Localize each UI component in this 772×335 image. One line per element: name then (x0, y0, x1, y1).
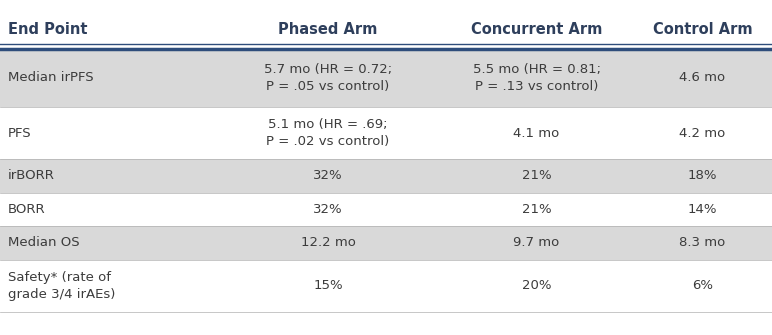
Text: Phased Arm: Phased Arm (279, 22, 378, 37)
Bar (0, 226, 772, 260)
Text: 9.7 mo: 9.7 mo (513, 237, 560, 249)
Text: End Point: End Point (8, 22, 87, 37)
Text: 32%: 32% (313, 170, 343, 182)
Text: Median irPFS: Median irPFS (8, 71, 93, 84)
Bar (0, 193, 772, 226)
Text: irBORR: irBORR (8, 170, 55, 182)
Text: 5.5 mo (HR = 0.81;
P = .13 vs control): 5.5 mo (HR = 0.81; P = .13 vs control) (472, 63, 601, 93)
Text: 5.7 mo (HR = 0.72;
P = .05 vs control): 5.7 mo (HR = 0.72; P = .05 vs control) (264, 63, 392, 93)
Text: 4.6 mo: 4.6 mo (679, 71, 726, 84)
Text: 15%: 15% (313, 279, 343, 292)
Text: 18%: 18% (688, 170, 717, 182)
Text: 4.1 mo: 4.1 mo (513, 127, 560, 140)
Bar (0, 107, 772, 159)
Text: Safety* (rate of
grade 3/4 irAEs): Safety* (rate of grade 3/4 irAEs) (8, 271, 115, 300)
Text: Concurrent Arm: Concurrent Arm (471, 22, 602, 37)
Text: 32%: 32% (313, 203, 343, 216)
Bar (0, 49, 772, 107)
Text: 14%: 14% (688, 203, 717, 216)
Text: 6%: 6% (692, 279, 713, 292)
Text: 4.2 mo: 4.2 mo (679, 127, 726, 140)
Text: 21%: 21% (522, 170, 551, 182)
Text: 12.2 mo: 12.2 mo (300, 237, 356, 249)
Text: PFS: PFS (8, 127, 32, 140)
Text: 5.1 mo (HR = .69;
P = .02 vs control): 5.1 mo (HR = .69; P = .02 vs control) (266, 118, 390, 148)
Text: 20%: 20% (522, 279, 551, 292)
Text: 21%: 21% (522, 203, 551, 216)
Bar (0, 159, 772, 193)
Bar (0, 260, 772, 312)
Text: 8.3 mo: 8.3 mo (679, 237, 726, 249)
Text: Median OS: Median OS (8, 237, 80, 249)
Text: BORR: BORR (8, 203, 46, 216)
Text: Control Arm: Control Arm (652, 22, 753, 37)
Bar (0, 10, 772, 49)
